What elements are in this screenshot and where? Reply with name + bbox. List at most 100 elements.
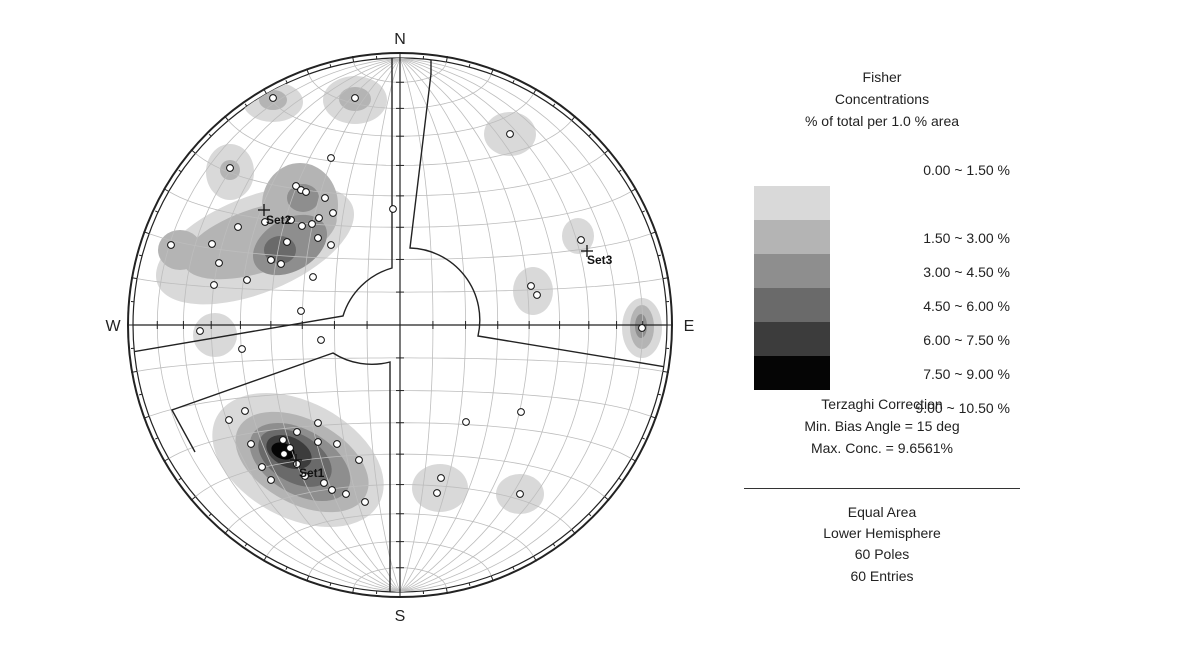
pole-point: [389, 205, 397, 213]
net-axes: [133, 58, 667, 592]
azimuth-tick: [630, 458, 637, 462]
hemisphere: Lower Hemisphere: [823, 525, 941, 541]
pole-point: [238, 345, 246, 353]
pole-point: [267, 256, 275, 264]
pole-point: [279, 436, 287, 444]
azimuth-tick: [571, 529, 576, 535]
azimuth-tick: [630, 188, 637, 192]
azimuth-tick: [650, 415, 657, 419]
azimuth-tick: [618, 169, 622, 173]
pole-point: [328, 486, 336, 494]
azimuth-tick: [139, 254, 143, 257]
legend-range-label: 9.00 ~ 10.50 %: [915, 400, 1010, 416]
set2-marker: [258, 204, 270, 216]
pole-point: [355, 456, 363, 464]
pole-count: 60 Poles: [854, 546, 910, 562]
azimuth-tick: [131, 370, 138, 373]
pole-point: [293, 428, 301, 436]
azimuth-tick: [155, 210, 159, 213]
pole-point: [277, 260, 285, 268]
contour: [412, 464, 468, 512]
azimuth-tick: [143, 415, 150, 419]
pole-point: [314, 234, 322, 242]
set1-label: Set1: [299, 466, 325, 480]
set2-label: Set2: [266, 213, 292, 227]
set1-marker: [290, 454, 302, 466]
azimuth-tick: [662, 277, 669, 280]
azimuth-tick: [178, 477, 182, 481]
pole-point: [301, 472, 309, 480]
azimuth-tick: [163, 458, 170, 462]
azimuth-tick: [445, 56, 448, 63]
azimuth-tick: [490, 68, 494, 75]
pole-point: [309, 273, 317, 281]
pole-point: [208, 240, 216, 248]
azimuth-tick: [604, 496, 610, 501]
pole-point: [215, 259, 223, 267]
azimuth-tick: [468, 582, 471, 586]
legend-swatch: [754, 186, 830, 220]
azimuth-tick: [306, 575, 310, 582]
azimuth-tick: [468, 64, 471, 68]
bias-angle: Min. Bias Angle = 15 deg: [804, 418, 960, 434]
pole-point: [321, 194, 329, 202]
azimuth-tick: [306, 68, 310, 75]
azimuth-tick: [641, 437, 645, 440]
pole-point: [506, 130, 514, 138]
east-label: E: [684, 318, 695, 335]
pole-point: [433, 489, 441, 497]
legend-title-line2: Concentrations: [834, 91, 930, 107]
azimuth-tick: [143, 231, 150, 235]
azimuth-tick: [155, 437, 159, 440]
pole-point: [225, 416, 233, 424]
legend-swatch: [754, 220, 830, 254]
correction-title: Terzaghi Correction: [821, 396, 943, 412]
entry-count: 60 Entries: [850, 568, 914, 584]
pole-point: [241, 407, 249, 415]
legend-title-line3: % of total per 1.0 % area: [804, 113, 960, 129]
legend-range-label: 4.50 ~ 6.00 %: [923, 298, 1010, 314]
legend-range-label: 1.50 ~ 3.00 %: [923, 230, 1010, 246]
blind-zone-outline: [133, 58, 667, 592]
pole-point: [292, 182, 300, 190]
pole-point: [196, 327, 204, 335]
azimuth-tick: [329, 64, 332, 68]
azimuth-tick: [224, 529, 229, 535]
azimuth-tick: [512, 566, 515, 570]
south-label: S: [395, 608, 406, 625]
west-label: W: [105, 318, 121, 335]
azimuth-tick: [533, 555, 537, 562]
pole-point: [516, 490, 524, 498]
pole-point: [269, 94, 277, 102]
stereonet-plot: Set1 Set2 Set3 N S E W: [105, 31, 695, 625]
pole-point: [243, 276, 251, 284]
azimuth-tick: [512, 80, 515, 84]
legend-range-label: 3.00 ~ 4.50 %: [923, 264, 1010, 280]
north-label: N: [394, 31, 406, 48]
pole-point: [297, 307, 305, 315]
pole-point: [320, 479, 328, 487]
azimuth-tick: [657, 254, 661, 257]
equal-area-grid: [133, 58, 667, 592]
pole-point: [342, 490, 350, 498]
azimuth-tick: [263, 555, 267, 562]
azimuth-tick: [285, 566, 288, 570]
azimuth-tick: [190, 496, 196, 501]
azimuth-tick: [208, 513, 212, 517]
pole-point: [261, 218, 269, 226]
azimuth-tick: [163, 188, 170, 192]
pole-point: [333, 440, 341, 448]
azimuth-tick: [641, 210, 645, 213]
legend-swatch: [754, 322, 830, 356]
set3-label: Set3: [587, 253, 613, 267]
contour: [193, 313, 237, 357]
pole-point: [577, 236, 585, 244]
azimuth-tick: [650, 231, 657, 235]
pole-point: [287, 216, 295, 224]
pole-point: [167, 241, 175, 249]
legend-range-label: 7.50 ~ 9.00 %: [923, 366, 1010, 382]
legend-range-label: 6.00 ~ 7.50 %: [923, 332, 1010, 348]
pole-point: [280, 450, 288, 458]
projection-type: Equal Area: [847, 504, 917, 520]
contour: [513, 267, 553, 315]
